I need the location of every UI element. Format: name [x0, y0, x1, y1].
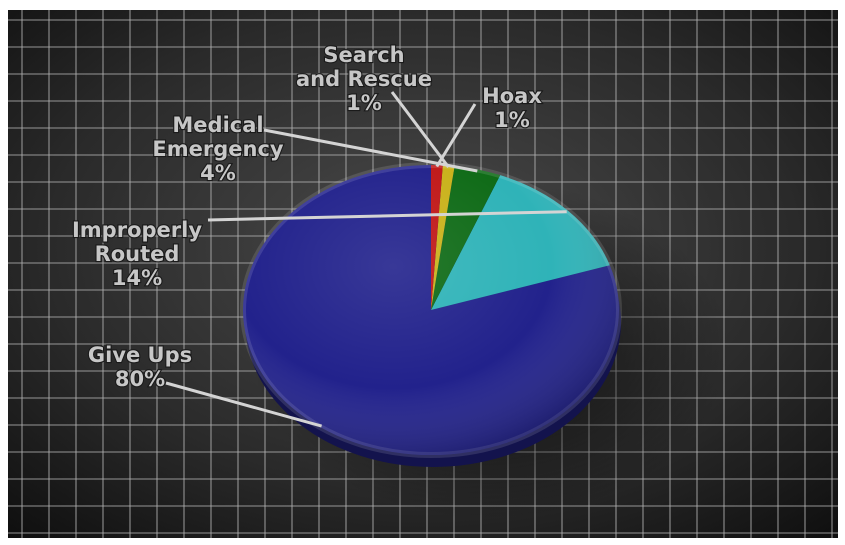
- slice-label-search-and-rescue: Search: [323, 43, 404, 67]
- slice-label-medical-emergency: Emergency: [152, 137, 283, 161]
- leader-line-hoax: [435, 103, 477, 168]
- leader-lines: [165, 91, 567, 428]
- leader-line-medical-emergency: [263, 128, 478, 173]
- slice-label-hoax: Hoax: [482, 84, 542, 108]
- pie-shine: [243, 165, 619, 455]
- leader-line-improperly-routed: [207, 210, 567, 222]
- slice-value-hoax: 1%: [494, 108, 530, 132]
- slice-value-give-ups: 80%: [115, 367, 165, 391]
- slice-value-improperly-routed: 14%: [112, 266, 162, 290]
- slice-label-search-and-rescue: and Rescue: [296, 67, 432, 91]
- leader-line-search-and-rescue: [390, 91, 450, 169]
- slice-label-improperly-routed: Improperly: [72, 218, 202, 242]
- slice-label-medical-emergency: Medical: [172, 113, 263, 137]
- slice-label-improperly-routed: Routed: [95, 242, 180, 266]
- slice-label-give-ups: Give Ups: [88, 343, 192, 367]
- slice-value-medical-emergency: 4%: [200, 161, 236, 185]
- slice-value-search-and-rescue: 1%: [346, 91, 382, 115]
- leader-line-give-ups: [165, 381, 323, 428]
